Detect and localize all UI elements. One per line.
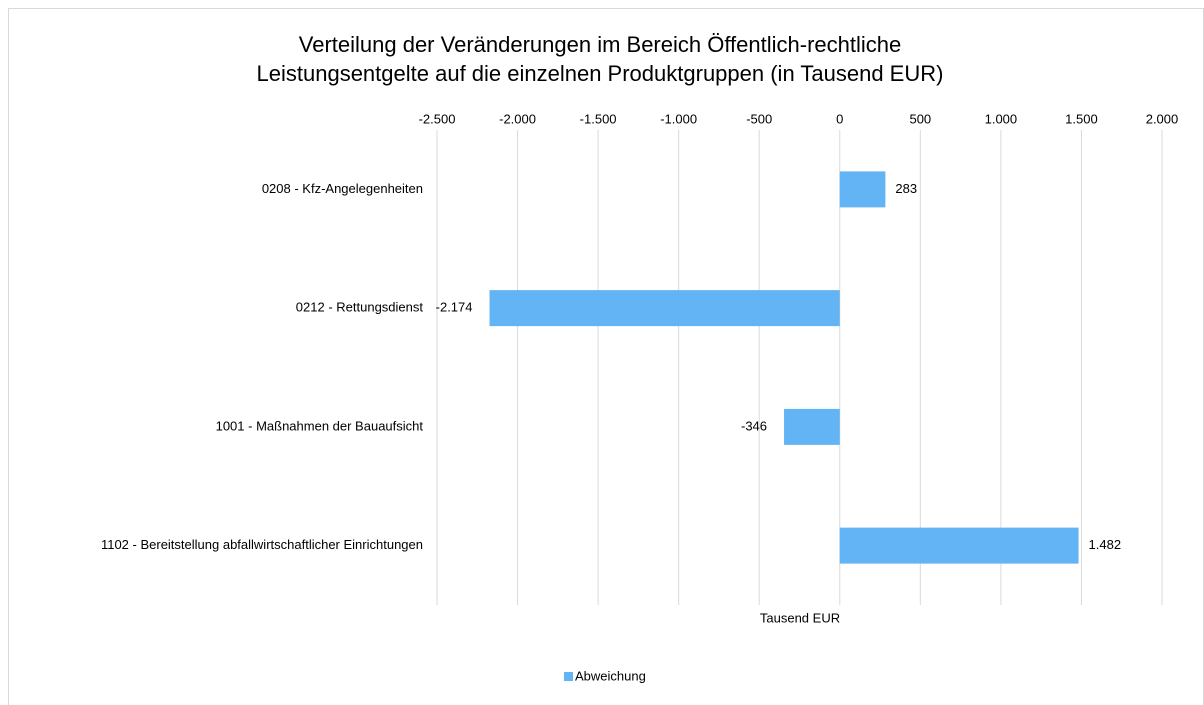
x-tick-label: 1.500 [1065,111,1098,126]
chart-frame [8,8,1204,705]
x-tick-label: 0 [836,111,843,126]
x-tick-label: -1.000 [660,111,697,126]
x-tick-label: 500 [909,111,931,126]
legend-swatch [564,672,573,681]
bar [489,290,840,327]
legend-label: Abweichung [575,668,646,683]
data-label: -346 [741,418,767,433]
chart-title: Verteilung der Veränderungen im Bereich … [299,32,902,57]
x-tick-label: -2.500 [419,111,456,126]
x-tick-label: -2.000 [499,111,536,126]
x-tick-label: 2.000 [1146,111,1179,126]
y-tick-label: 1001 - Maßnahmen der Bauaufsicht [216,418,424,433]
data-label: 1.482 [1089,537,1122,552]
bar [784,408,840,445]
chart-title: Leistungsentgelte auf die einzelnen Prod… [257,61,944,86]
data-label: -2.174 [436,300,473,315]
y-tick-label: 1102 - Bereitstellung abfallwirtschaftli… [101,537,423,552]
y-tick-label: 0208 - Kfz-Angelegenheiten [262,181,423,196]
x-tick-label: 1.000 [985,111,1018,126]
y-tick-label: 0212 - Rettungsdienst [296,300,424,315]
data-label: 283 [895,181,917,196]
x-tick-label: -500 [746,111,772,126]
bar [839,527,1079,564]
x-axis-label: Tausend EUR [760,610,840,625]
x-tick-label: -1.500 [580,111,617,126]
bar [839,171,886,208]
